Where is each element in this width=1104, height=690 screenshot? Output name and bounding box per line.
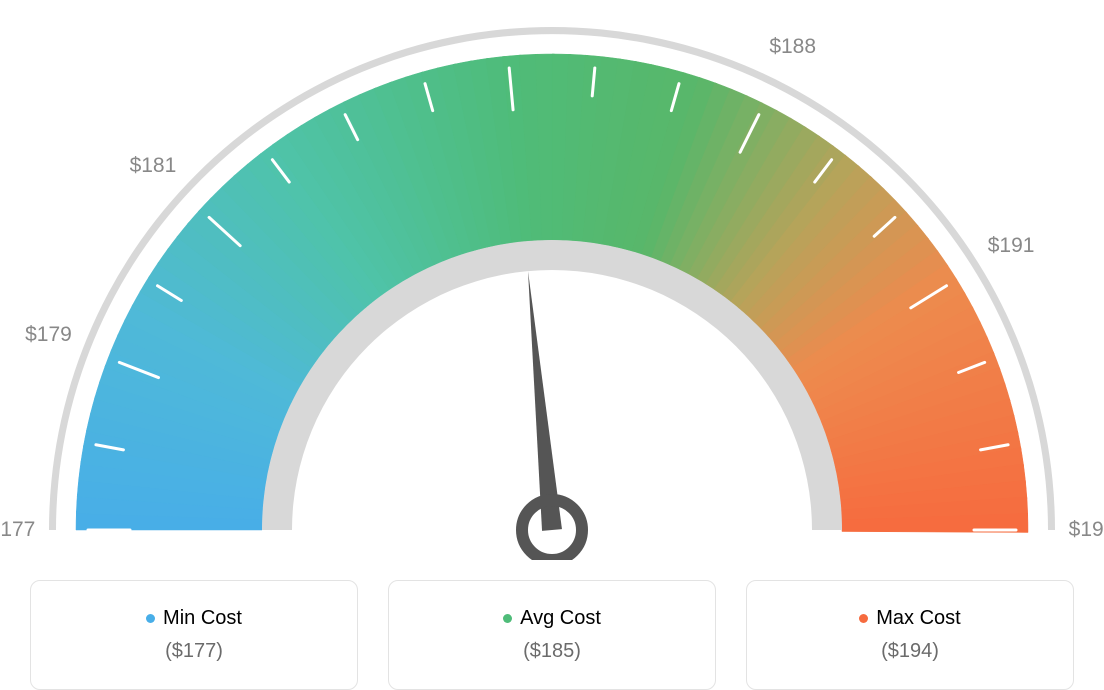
legend-dot-max xyxy=(859,614,868,623)
legend-text-avg: Avg Cost xyxy=(520,607,601,630)
gauge-tick-label: $181 xyxy=(130,154,177,178)
legend-dot-min xyxy=(146,614,155,623)
legend-card-min: Min Cost ($177) xyxy=(30,580,358,690)
legend-card-max: Max Cost ($194) xyxy=(746,580,1074,690)
gauge-area: $177 $179 $181 $185 $188 $191 $194 xyxy=(0,0,1104,560)
gauge-tick-label: $177 xyxy=(0,518,35,542)
legend-row: Min Cost ($177) Avg Cost ($185) Max Cost… xyxy=(0,580,1104,690)
legend-value-avg: ($185) xyxy=(523,640,581,663)
legend-value-min: ($177) xyxy=(165,640,223,663)
legend-label-max: Max Cost xyxy=(859,607,960,630)
legend-text-max: Max Cost xyxy=(876,607,960,630)
gauge-tick-label: $194 xyxy=(1069,518,1104,542)
legend-label-min: Min Cost xyxy=(146,607,242,630)
legend-dot-avg xyxy=(503,614,512,623)
gauge-tick-label: $185 xyxy=(479,0,526,4)
gauge-tick-label: $188 xyxy=(769,35,816,59)
legend-card-avg: Avg Cost ($185) xyxy=(388,580,716,690)
legend-text-min: Min Cost xyxy=(163,607,242,630)
legend-label-avg: Avg Cost xyxy=(503,607,601,630)
legend-value-max: ($194) xyxy=(881,640,939,663)
gauge-tick-label: $179 xyxy=(25,323,72,347)
gauge-tick-label: $191 xyxy=(988,234,1035,258)
gauge-svg xyxy=(0,0,1104,560)
cost-gauge-chart: $177 $179 $181 $185 $188 $191 $194 Min Cost ($… xyxy=(0,0,1104,690)
